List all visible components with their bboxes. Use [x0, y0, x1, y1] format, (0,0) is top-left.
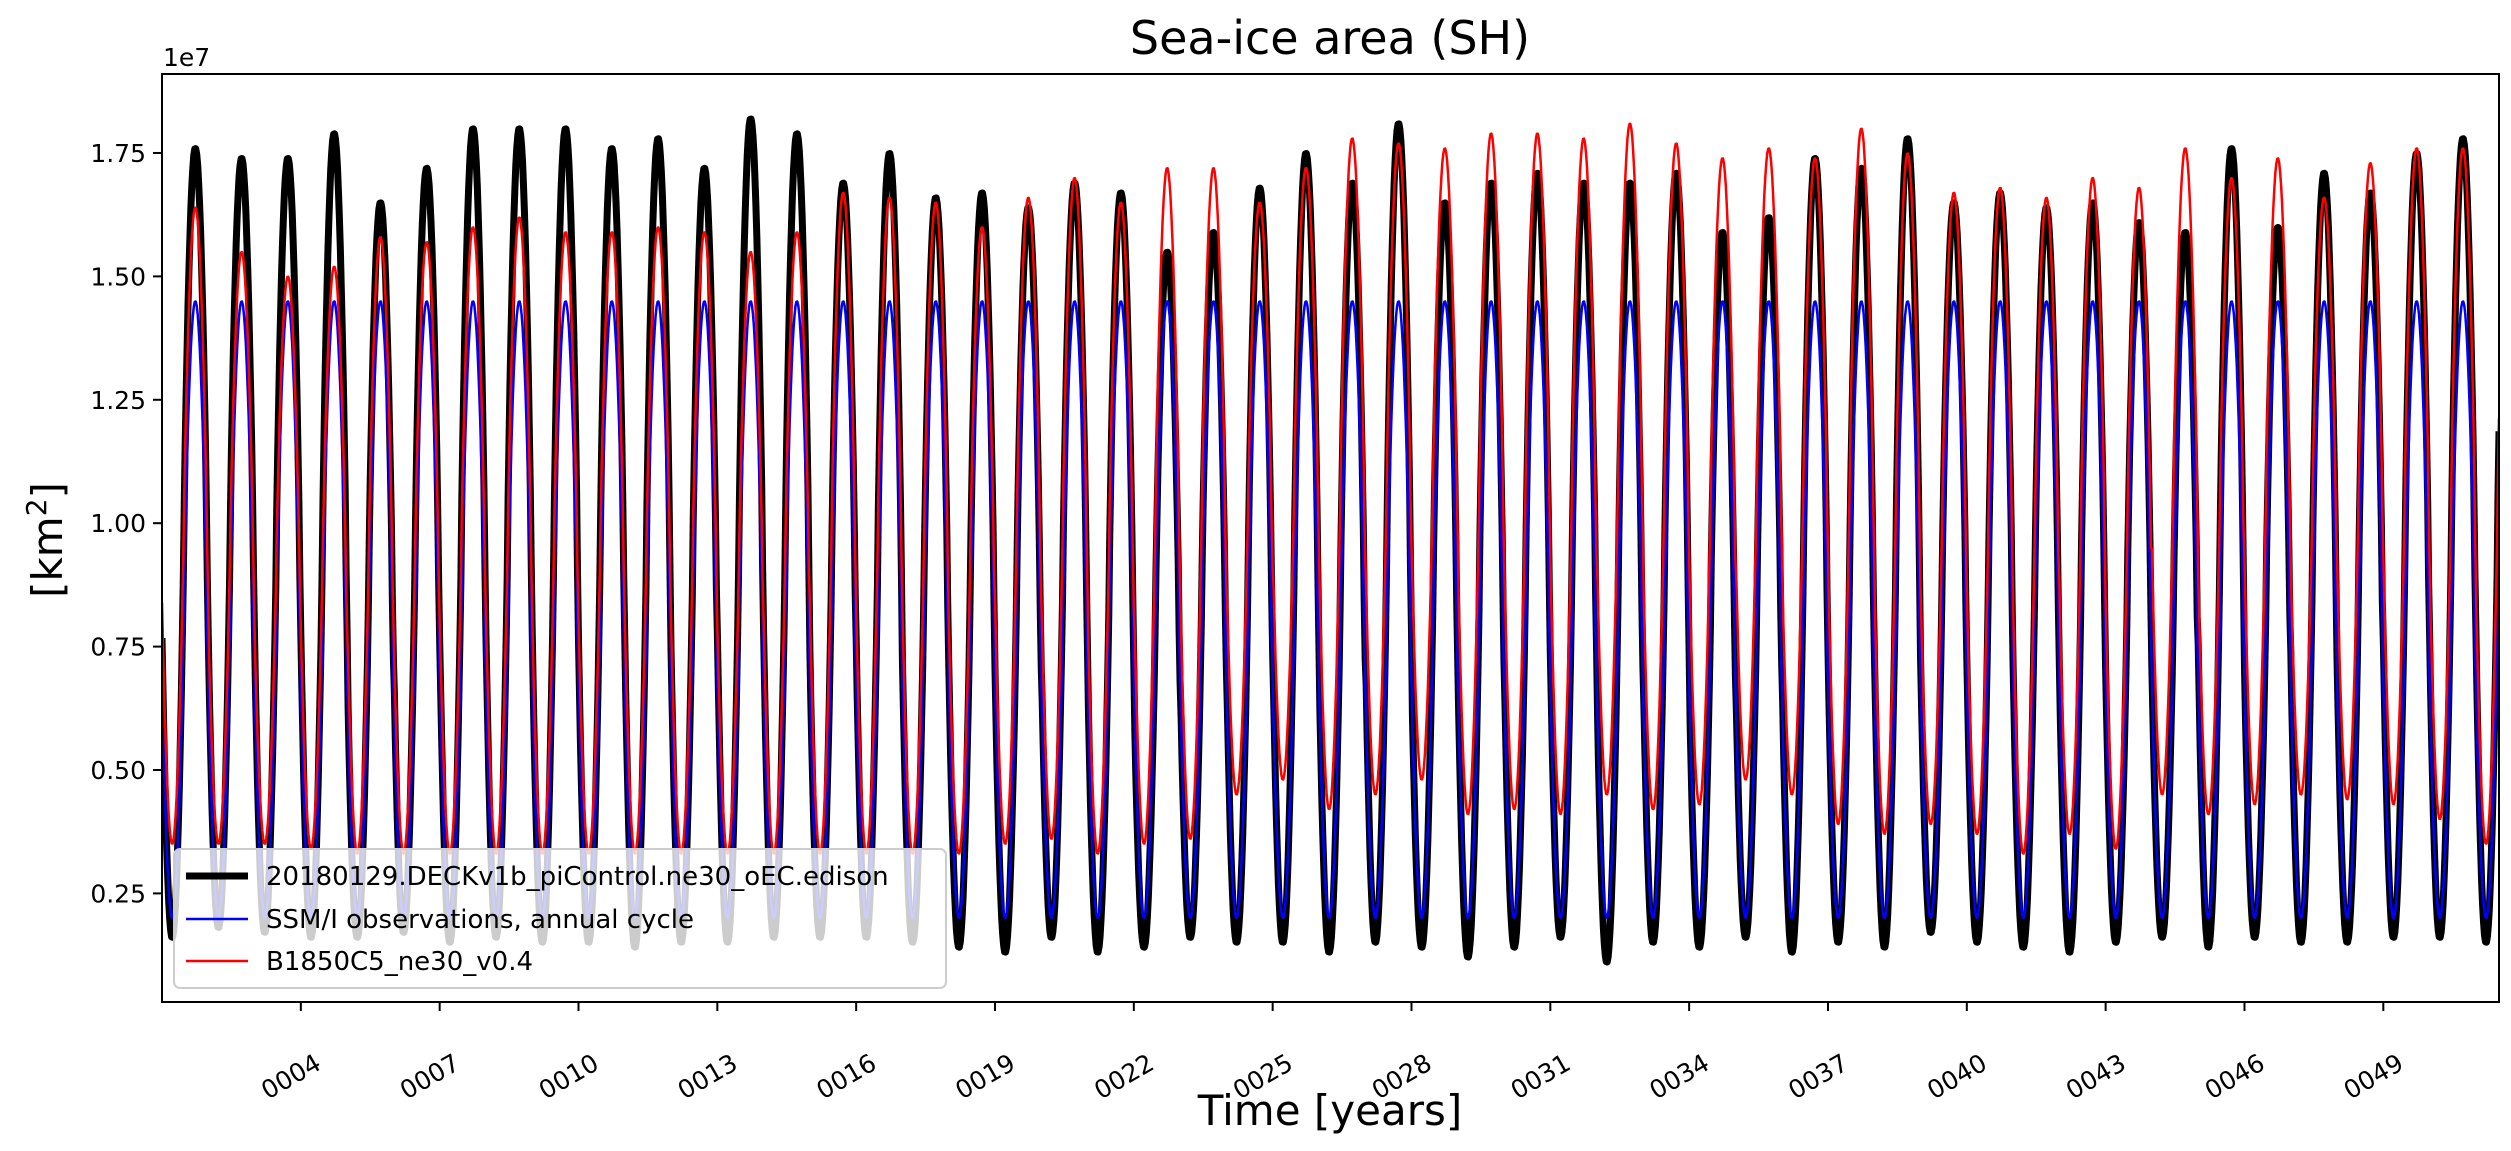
plot-frame: [161, 73, 2500, 1003]
y-tick-label: 1.25: [90, 386, 146, 415]
legend: 20180129.DECKv1b_piControl.ne30_oEC.edis…: [173, 848, 947, 989]
y-tick-label: 0.75: [90, 633, 146, 662]
y-axis: 0.25 0.50 0.75 1.00 1.25 1.50 1.75: [90, 139, 162, 908]
x-axis-label: Time [years]: [1197, 1086, 1463, 1135]
legend-label-observations: SSM/I observations, annual cycle: [266, 905, 694, 935]
y-tick-label: 1.75: [90, 139, 146, 168]
legend-label-b1850: B1850C5_ne30_v0.4: [266, 947, 533, 977]
chart-title: Sea-ice area (SH): [1130, 11, 1530, 65]
y-tick-label: 1.00: [90, 509, 146, 538]
y-offset-label: 1e7: [163, 43, 210, 72]
legend-label-control: 20180129.DECKv1b_piControl.ne30_oEC.edis…: [266, 862, 889, 892]
y-tick-label: 0.25: [90, 879, 146, 908]
series-line-b1850: [162, 122, 2499, 855]
legend-box: [173, 848, 947, 989]
y-axis-label-close: ]: [23, 482, 72, 498]
series-layer: [162, 115, 2499, 966]
y-axis-label-superscript: 2: [20, 498, 53, 516]
y-axis-label: [km2]: [20, 482, 72, 598]
series-line-observations: [162, 300, 2499, 919]
y-tick-label: 0.50: [90, 756, 146, 785]
y-axis-label-main: [km: [23, 516, 72, 598]
y-tick-label: 1.50: [90, 262, 146, 291]
